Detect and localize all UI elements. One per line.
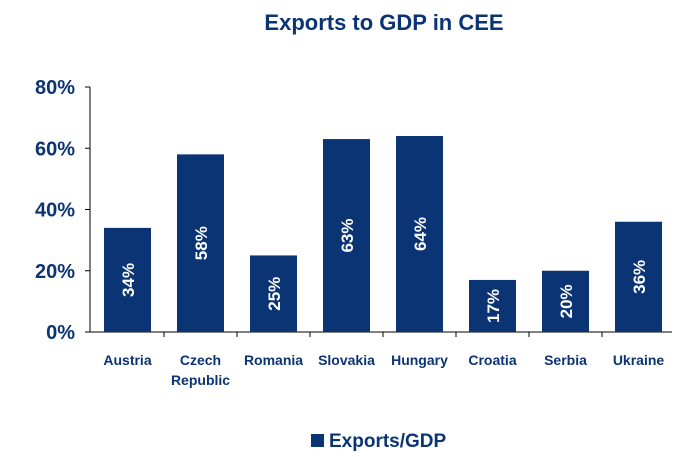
y-tick-label: 0% bbox=[46, 322, 75, 344]
legend: Exports/GDP bbox=[311, 431, 447, 452]
chart-title: Exports to GDP in CEE bbox=[264, 10, 503, 35]
bar bbox=[323, 139, 370, 332]
x-tick-labels: Austria Czech Republic Romania Slovakia Hunga… bbox=[103, 352, 664, 388]
x-tick-label: Czech bbox=[180, 352, 221, 368]
bar-value-label: 64% bbox=[411, 217, 430, 251]
bar-value-label: 34% bbox=[119, 263, 138, 297]
x-tick-label: Slovakia bbox=[318, 352, 375, 368]
x-tick-label: Austria bbox=[103, 352, 151, 368]
y-tick-label: 40% bbox=[35, 200, 75, 222]
x-tick-label: Ukraine bbox=[613, 352, 665, 368]
y-tick-labels: 0% 20% 40% 60% 80% bbox=[35, 77, 75, 344]
bar-value-label: 63% bbox=[338, 219, 357, 253]
y-tick-label: 60% bbox=[35, 138, 75, 160]
bar-value-label: 17% bbox=[484, 289, 503, 323]
bar-value-label: 36% bbox=[630, 260, 649, 294]
bar bbox=[250, 255, 297, 332]
x-tick-label: Croatia bbox=[468, 352, 516, 368]
bar bbox=[104, 227, 151, 332]
y-tick-label: 20% bbox=[35, 261, 75, 283]
bar-value-label: 25% bbox=[265, 277, 284, 311]
y-tick-label: 80% bbox=[35, 77, 75, 99]
bar-labels: 34% 58% 25% 63% 64% 17% 20% 36% bbox=[119, 217, 649, 323]
x-tick-label: Serbia bbox=[544, 352, 587, 368]
bar bbox=[177, 154, 224, 332]
bar-value-label: 58% bbox=[192, 226, 211, 260]
bar bbox=[615, 221, 662, 332]
x-tick-label: Hungary bbox=[391, 352, 448, 368]
x-tick-label: Republic bbox=[171, 372, 230, 388]
bar bbox=[469, 279, 516, 332]
bar bbox=[542, 270, 589, 332]
bar-value-label: 20% bbox=[557, 284, 576, 318]
bars bbox=[104, 136, 662, 332]
legend-swatch bbox=[311, 434, 324, 447]
bar bbox=[396, 136, 443, 332]
x-tick-label: Romania bbox=[244, 352, 303, 368]
legend-label: Exports/GDP bbox=[329, 431, 447, 452]
